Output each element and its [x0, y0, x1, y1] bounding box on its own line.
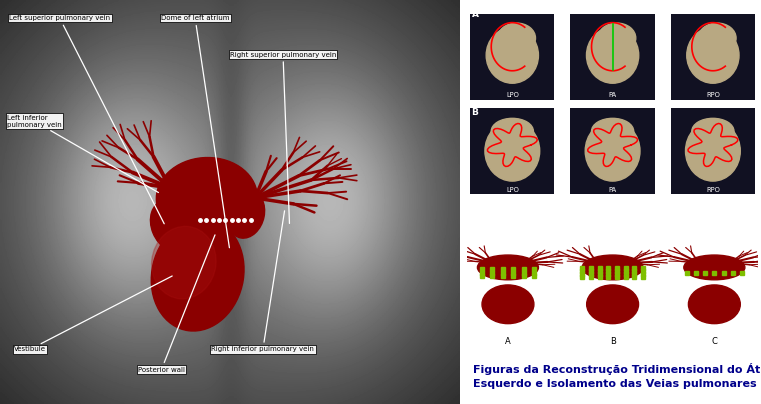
Text: B: B [472, 108, 479, 117]
Ellipse shape [587, 27, 638, 83]
FancyBboxPatch shape [571, 108, 654, 194]
Ellipse shape [477, 255, 539, 280]
Ellipse shape [156, 158, 257, 238]
Ellipse shape [582, 255, 643, 280]
Ellipse shape [482, 285, 534, 324]
Ellipse shape [684, 255, 745, 280]
Text: Dome of left atrium: Dome of left atrium [161, 15, 229, 248]
Text: A: A [505, 337, 511, 345]
Text: Vestibule: Vestibule [14, 276, 172, 352]
Text: Right superior pulmonary vein: Right superior pulmonary vein [230, 52, 336, 223]
Ellipse shape [486, 27, 539, 83]
Text: LPO: LPO [506, 187, 519, 193]
FancyBboxPatch shape [670, 14, 755, 100]
Ellipse shape [228, 190, 265, 238]
Ellipse shape [686, 121, 740, 181]
Ellipse shape [698, 23, 736, 53]
Text: C: C [712, 337, 718, 345]
Ellipse shape [485, 121, 540, 181]
Ellipse shape [585, 121, 640, 181]
Ellipse shape [689, 285, 740, 324]
Ellipse shape [587, 285, 638, 324]
Text: Left superior pulmonary vein: Left superior pulmonary vein [9, 15, 164, 224]
Text: PA: PA [609, 187, 616, 193]
Text: RPO: RPO [706, 187, 720, 193]
Ellipse shape [492, 118, 533, 144]
Ellipse shape [151, 219, 244, 331]
Text: PA: PA [609, 92, 616, 98]
FancyBboxPatch shape [470, 108, 555, 194]
Text: Figuras da Reconstrução Tridimensional do Átrio
Esquerdo e Isolamento das Veias : Figuras da Reconstrução Tridimensional d… [473, 363, 761, 389]
Text: RPO: RPO [706, 92, 720, 98]
Ellipse shape [151, 226, 216, 299]
FancyBboxPatch shape [670, 108, 755, 194]
Ellipse shape [598, 23, 635, 53]
Text: Posterior wall: Posterior wall [138, 235, 215, 372]
FancyBboxPatch shape [571, 14, 654, 100]
Text: Right inferior pulmonary vein: Right inferior pulmonary vein [212, 211, 314, 352]
Text: A: A [472, 10, 479, 19]
Text: B: B [610, 337, 616, 345]
Ellipse shape [591, 118, 634, 144]
Text: Left inferior
pulmonary vein: Left inferior pulmonary vein [7, 115, 158, 193]
Ellipse shape [686, 27, 739, 83]
Text: LPO: LPO [506, 92, 519, 98]
Ellipse shape [151, 199, 199, 254]
Ellipse shape [498, 23, 536, 53]
Ellipse shape [692, 118, 734, 144]
FancyBboxPatch shape [470, 14, 555, 100]
